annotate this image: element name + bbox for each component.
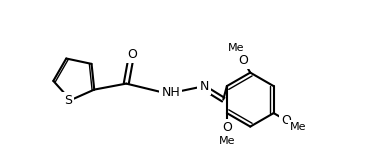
Text: O: O [281, 114, 291, 127]
Text: Me: Me [218, 136, 235, 146]
Text: NH: NH [161, 86, 180, 99]
Text: S: S [64, 94, 72, 107]
Text: O: O [127, 48, 137, 61]
Text: O: O [238, 54, 248, 67]
Text: O: O [222, 121, 232, 134]
Text: N: N [199, 80, 209, 93]
Text: Me: Me [290, 122, 306, 132]
Text: Me: Me [228, 43, 245, 53]
